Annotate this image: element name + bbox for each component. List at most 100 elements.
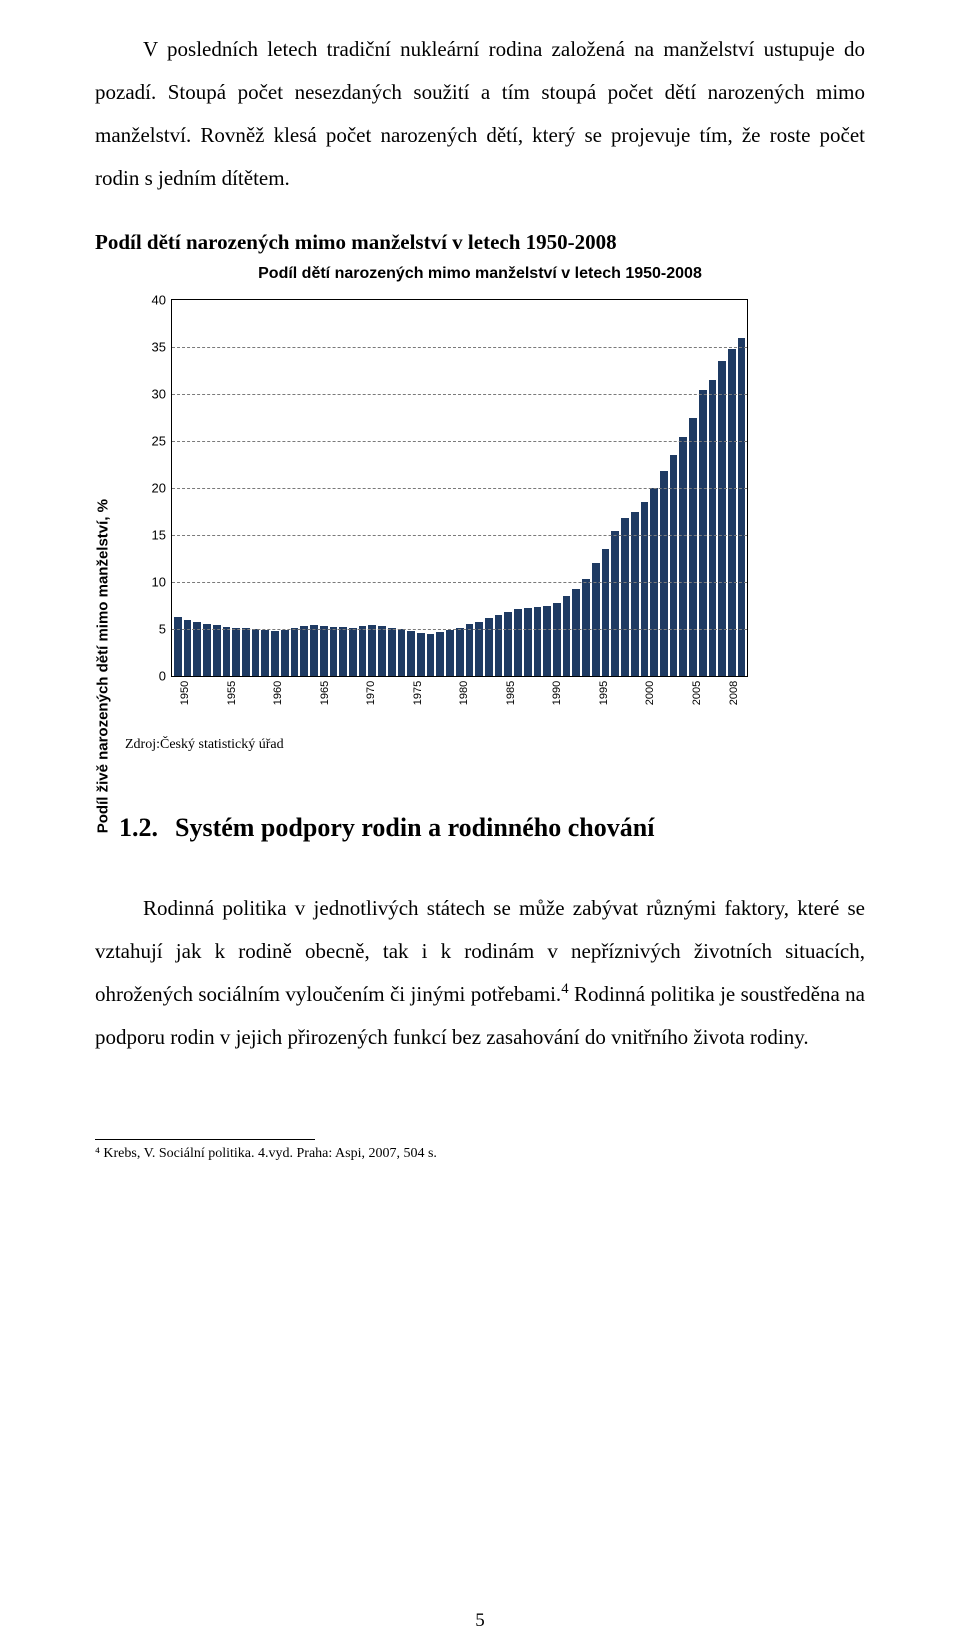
bar <box>738 338 746 676</box>
bar <box>699 390 707 677</box>
bar <box>495 615 503 676</box>
x-tick-label <box>572 677 575 705</box>
bar <box>291 628 299 676</box>
y-tick-label: 15 <box>136 528 166 543</box>
bar <box>213 625 221 676</box>
x-tick-label <box>447 677 450 705</box>
bar <box>728 349 736 676</box>
x-tick-label <box>717 677 720 705</box>
bar <box>543 606 551 677</box>
bar <box>563 596 571 676</box>
footnote-4: ⁴ Krebs, V. Sociální politika. 4.vyd. Pr… <box>95 1144 865 1164</box>
bar <box>339 627 347 676</box>
y-tick-label: 40 <box>136 293 166 308</box>
bar <box>232 628 240 676</box>
x-ticks: 1950195519601965197019751980198519901995… <box>171 677 748 705</box>
x-tick-label <box>535 677 538 705</box>
x-tick-label: 1970 <box>359 677 383 705</box>
x-tick-label: 2005 <box>685 677 709 705</box>
bar <box>300 626 308 676</box>
bar <box>456 628 464 676</box>
bar <box>407 631 415 676</box>
x-tick-label <box>680 677 683 705</box>
x-tick-label <box>582 677 585 705</box>
bar <box>417 633 425 676</box>
x-tick-label <box>339 677 342 705</box>
bar <box>252 629 260 676</box>
x-tick-label: 2008 <box>722 677 746 705</box>
gridline <box>172 582 747 583</box>
x-tick-label <box>205 677 208 705</box>
x-tick-label <box>303 677 306 705</box>
bar <box>466 624 474 677</box>
gridline <box>172 441 747 442</box>
x-tick-label <box>391 677 394 705</box>
x-tick-label <box>256 677 259 705</box>
y-tick-label: 0 <box>136 669 166 684</box>
x-tick-label: 1975 <box>406 677 430 705</box>
x-tick-label: 1995 <box>592 677 616 705</box>
x-tick-label: 1955 <box>220 677 244 705</box>
bar <box>611 531 619 677</box>
x-tick-label <box>530 677 533 705</box>
gridline <box>172 347 747 348</box>
x-tick-label <box>442 677 445 705</box>
y-axis-label: Podíl živě narozených dětí mimo manželst… <box>95 499 112 833</box>
x-tick-label: 2000 <box>638 677 662 705</box>
bar <box>203 624 211 677</box>
bar <box>660 471 668 676</box>
bar <box>592 563 600 676</box>
bar <box>504 612 512 676</box>
x-tick-label: 1950 <box>173 677 197 705</box>
x-tick-label: 1960 <box>266 677 290 705</box>
heading-text: Systém podpory rodin a rodinného chování <box>175 813 654 842</box>
bar <box>320 626 328 676</box>
bar <box>709 380 717 676</box>
x-tick-label <box>577 677 580 705</box>
page-number: 5 <box>0 1610 960 1632</box>
x-tick-label <box>293 677 296 705</box>
x-tick-label <box>525 677 528 705</box>
x-tick-label <box>432 677 435 705</box>
x-tick-label <box>401 677 404 705</box>
x-tick-label <box>479 677 482 705</box>
x-tick-label <box>587 677 590 705</box>
x-tick-label: 1965 <box>313 677 337 705</box>
chart-source: Zdroj:Český statistický úřad <box>125 737 865 753</box>
y-tick-label: 25 <box>136 434 166 449</box>
bar <box>485 618 493 676</box>
bar <box>553 603 561 676</box>
x-tick-label <box>484 677 487 705</box>
x-tick-label <box>540 677 543 705</box>
bar <box>310 625 318 677</box>
x-tick-label <box>712 677 715 705</box>
bar <box>514 609 522 677</box>
x-tick-label <box>210 677 213 705</box>
bar <box>223 627 231 676</box>
x-tick-label <box>618 677 621 705</box>
gridline <box>172 394 747 395</box>
bar <box>174 617 182 676</box>
bar <box>572 589 580 676</box>
bar <box>524 608 532 677</box>
chart-body: Podíl živě narozených dětí mimo manželst… <box>113 289 753 709</box>
bar <box>349 628 357 676</box>
bar <box>330 627 338 676</box>
x-tick-label <box>344 677 347 705</box>
bar <box>641 502 649 676</box>
x-tick-label <box>633 677 636 705</box>
bar <box>689 418 697 677</box>
x-tick-label <box>246 677 249 705</box>
bar <box>427 634 435 676</box>
section-heading-1-2: 1.2.Systém podpory rodin a rodinného cho… <box>119 813 865 843</box>
x-tick-label <box>628 677 631 705</box>
bar <box>398 629 406 676</box>
bar <box>631 512 639 677</box>
bar <box>368 625 376 676</box>
bar <box>281 630 289 676</box>
heading-number: 1.2. <box>119 813 175 843</box>
bar <box>359 626 367 676</box>
gridline <box>172 535 747 536</box>
x-tick-label <box>437 677 440 705</box>
x-tick-label <box>215 677 218 705</box>
